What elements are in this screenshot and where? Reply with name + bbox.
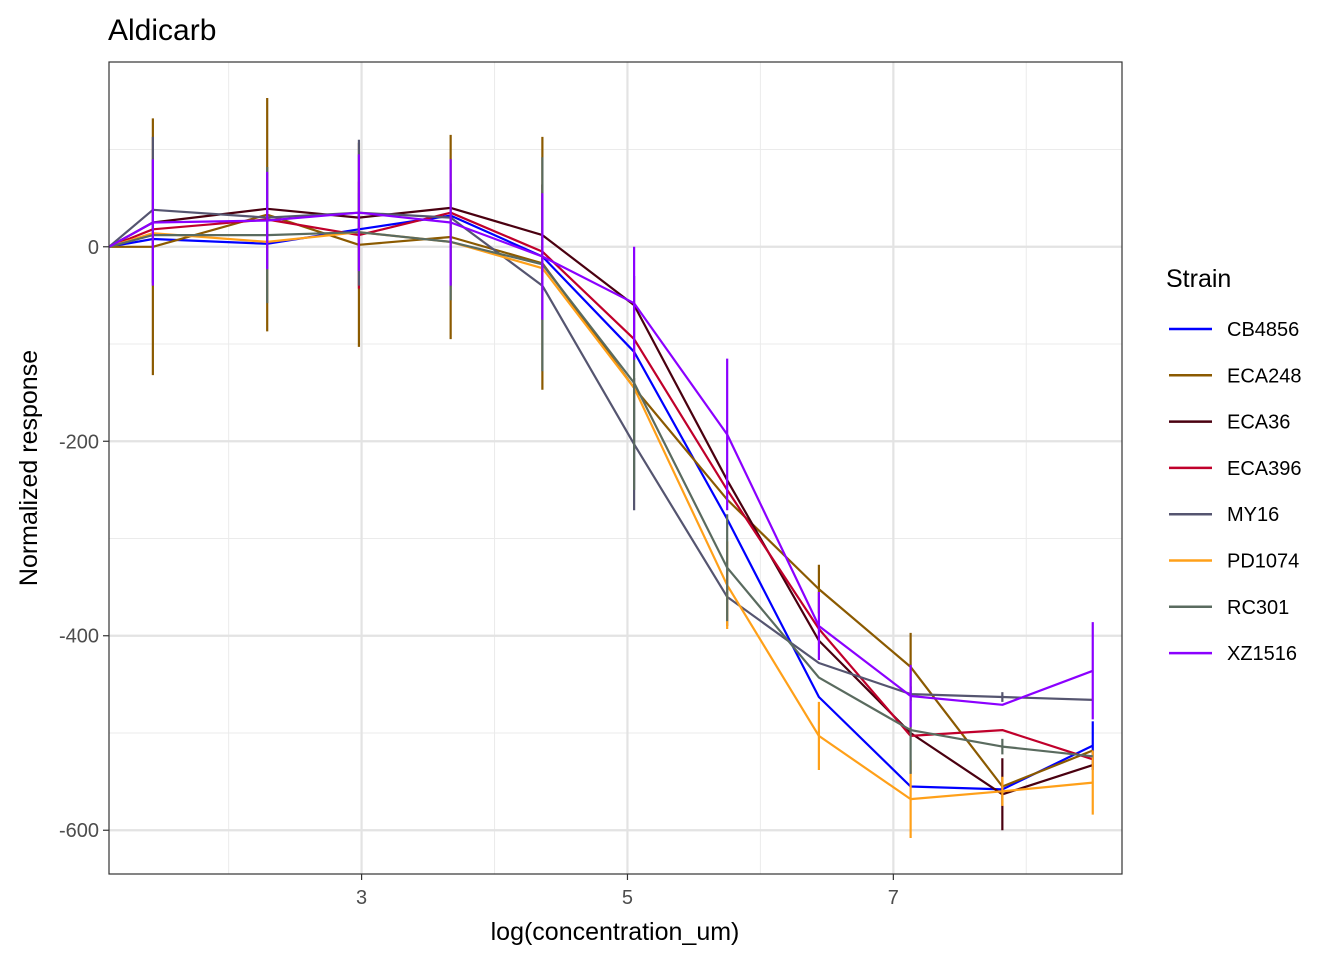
x-tick-label: 5	[622, 887, 633, 909]
legend-label: ECA248	[1227, 365, 1302, 387]
series-line-cb4856	[108, 214, 1094, 791]
grid-minor	[109, 62, 1122, 874]
series-xz1516	[108, 154, 1094, 728]
series-line-eca36	[108, 206, 1094, 796]
legend: Strain CB4856 ECA248 ECA36 ECA396 MY16 PD1074…	[1166, 265, 1302, 665]
legend-label: RC301	[1227, 597, 1289, 619]
series-line-xz1516	[108, 211, 1094, 706]
y-tick-label: 0	[88, 237, 99, 259]
y-axis: 0 -200 -400 -600	[59, 237, 109, 842]
x-axis: 3 5 7	[356, 874, 899, 909]
x-tick-label: 3	[356, 887, 367, 909]
series-layer	[108, 97, 1094, 839]
series-line-pd1074	[108, 231, 1093, 801]
grid-major	[109, 62, 1122, 874]
y-tick-label: -600	[59, 820, 99, 842]
legend-label: ECA36	[1227, 412, 1290, 434]
legend-title: Strain	[1166, 265, 1231, 293]
legend-items: CB4856 ECA248 ECA36 ECA396 MY16 PD1074 RC301 XZ…	[1169, 319, 1302, 665]
x-axis-label: log(concentration_um)	[491, 918, 740, 946]
legend-label: XZ1516	[1227, 643, 1297, 665]
panel-background	[109, 62, 1122, 874]
series-line-my16	[108, 208, 1093, 701]
x-tick-label: 7	[888, 887, 899, 909]
y-tick-label: -200	[59, 431, 99, 453]
plot-panel	[108, 61, 1123, 875]
legend-label: CB4856	[1227, 319, 1299, 341]
legend-label: ECA396	[1227, 458, 1302, 480]
y-tick-label: -400	[59, 626, 99, 648]
panel-border	[108, 61, 1123, 875]
chart-title: Aldicarb	[108, 14, 216, 47]
legend-label: MY16	[1227, 504, 1279, 526]
series-line-rc301	[108, 231, 1093, 758]
legend-label: PD1074	[1227, 551, 1299, 573]
y-axis-label: Normalized response	[15, 350, 43, 586]
